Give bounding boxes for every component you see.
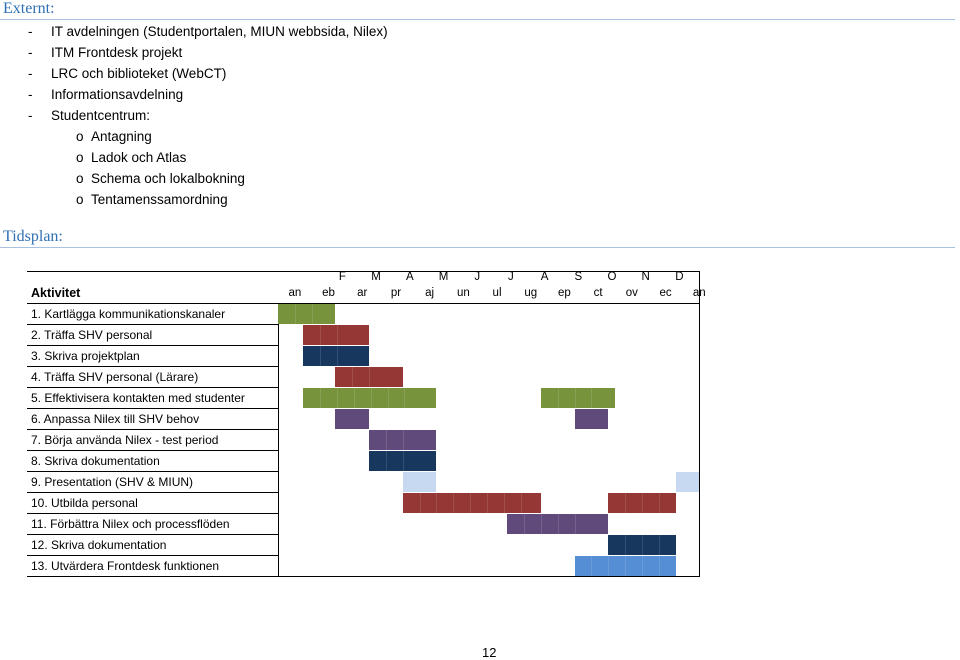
list-bullet: o bbox=[76, 171, 84, 186]
month-header-top: M bbox=[371, 271, 381, 283]
list-bullet: - bbox=[28, 45, 33, 60]
gantt-bar bbox=[368, 430, 437, 450]
row-divider bbox=[27, 492, 278, 493]
table-border-bottom bbox=[27, 576, 699, 577]
month-header-top: N bbox=[641, 271, 650, 283]
activity-label: 9. Presentation (SHV & MIUN) bbox=[31, 475, 194, 489]
row-divider bbox=[27, 513, 278, 514]
month-header-top: A bbox=[405, 271, 414, 283]
list-bullet: - bbox=[28, 24, 33, 39]
activity-label: 11. Förbättra Nilex och processflöden bbox=[31, 517, 230, 531]
heading-rule bbox=[0, 19, 955, 20]
row-divider bbox=[27, 450, 278, 451]
gantt-bar bbox=[574, 556, 676, 576]
row-divider bbox=[27, 555, 278, 556]
gantt-bar bbox=[303, 325, 369, 345]
page-number: 12 bbox=[482, 645, 497, 660]
month-header-top: D bbox=[675, 271, 684, 283]
month-header-top: O bbox=[607, 271, 617, 283]
list-item-text: Schema och lokalbokning bbox=[91, 171, 245, 186]
month-header: an bbox=[692, 287, 706, 299]
list-item-text: ITM Frontdesk projekt bbox=[51, 45, 183, 60]
activity-label: 6. Anpassa Nilex till SHV behov bbox=[31, 412, 200, 426]
column-header-aktivitet: Aktivitet bbox=[31, 286, 81, 300]
month-header-top: J bbox=[474, 271, 481, 283]
activity-label: 8. Skriva dokumentation bbox=[31, 454, 160, 468]
month-header: eb bbox=[322, 287, 335, 299]
row-divider bbox=[27, 387, 278, 388]
heading-tidsplan: Tidsplan: bbox=[3, 228, 63, 245]
row-divider bbox=[27, 471, 278, 472]
month-header: aj bbox=[425, 287, 435, 299]
month-header: ep bbox=[558, 287, 571, 299]
activity-label: 1. Kartlägga kommunikationskanaler bbox=[31, 307, 226, 321]
activity-label: 10. Utbilda personal bbox=[31, 496, 138, 510]
month-header-top: A bbox=[540, 271, 549, 283]
list-bullet: o bbox=[76, 192, 84, 207]
activity-label: 12. Skriva dokumentation bbox=[31, 538, 167, 552]
month-header: ar bbox=[357, 287, 368, 299]
gantt-bar bbox=[507, 514, 609, 534]
list-bullet: - bbox=[28, 108, 33, 123]
activity-label: 13. Utvärdera Frontdesk funktionen bbox=[31, 559, 220, 573]
month-header-top: F bbox=[338, 271, 346, 283]
activity-label: 2. Träffa SHV personal bbox=[31, 328, 153, 342]
activity-label: 5. Effektivisera kontakten med studenter bbox=[31, 391, 245, 405]
header-divider bbox=[278, 303, 699, 304]
list-item-text: Ladok och Atlas bbox=[91, 150, 187, 165]
list-item-text: Antagning bbox=[91, 129, 152, 144]
row-divider bbox=[27, 429, 278, 430]
row-divider bbox=[27, 576, 278, 577]
list-bullet: - bbox=[28, 87, 33, 102]
gantt-bar bbox=[540, 388, 615, 408]
month-header: ug bbox=[524, 287, 538, 299]
heading-externt: Externt: bbox=[3, 0, 55, 17]
gantt-bar bbox=[402, 493, 541, 513]
month-header-top: S bbox=[574, 271, 583, 283]
gantt-bar bbox=[278, 304, 336, 324]
gantt-bar bbox=[303, 388, 437, 408]
list-bullet: - bbox=[28, 66, 33, 81]
row-divider bbox=[27, 366, 278, 367]
row-divider bbox=[27, 534, 278, 535]
gantt-bar bbox=[402, 472, 437, 492]
table-border-top bbox=[27, 271, 699, 272]
row-divider bbox=[27, 324, 278, 325]
label-column-divider bbox=[278, 303, 279, 576]
month-header: pr bbox=[390, 287, 402, 299]
heading-rule bbox=[0, 247, 955, 248]
month-header: ec bbox=[659, 287, 672, 299]
list-item-text: Tentamenssamordning bbox=[91, 192, 228, 207]
row-divider bbox=[27, 303, 278, 304]
gantt-bar bbox=[368, 451, 437, 471]
month-header: an bbox=[288, 287, 302, 299]
list-item-text: Informationsavdelning bbox=[51, 87, 184, 102]
gantt-bar bbox=[335, 409, 369, 429]
table-border-right bbox=[699, 271, 700, 577]
month-header-top: J bbox=[508, 271, 514, 283]
activity-label: 7. Börja använda Nilex - test period bbox=[31, 433, 219, 447]
month-header: ct bbox=[593, 287, 603, 299]
month-header-top: M bbox=[438, 271, 449, 283]
month-header: ov bbox=[625, 287, 638, 299]
row-divider bbox=[27, 345, 278, 346]
month-header: un bbox=[456, 287, 470, 299]
list-bullet: o bbox=[76, 129, 84, 144]
gantt-bar bbox=[303, 346, 369, 366]
gantt-bar bbox=[608, 493, 676, 513]
list-item-text: IT avdelningen (Studentportalen, MIUN we… bbox=[51, 24, 388, 39]
gantt-bar bbox=[608, 535, 676, 555]
month-header: ul bbox=[492, 287, 502, 299]
list-bullet: o bbox=[76, 150, 84, 165]
gantt-bar bbox=[574, 409, 609, 429]
row-divider bbox=[27, 408, 278, 409]
gantt-bar bbox=[675, 472, 699, 492]
activity-label: 3. Skriva projektplan bbox=[31, 349, 140, 363]
activity-label: 4. Träffa SHV personal (Lärare) bbox=[31, 370, 199, 384]
list-item-text: Studentcentrum: bbox=[51, 108, 151, 123]
list-item-text: LRC och biblioteket (WebCT) bbox=[51, 66, 227, 81]
gantt-bar bbox=[335, 367, 403, 387]
